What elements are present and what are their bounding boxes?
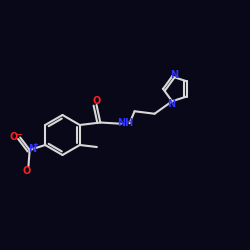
Text: NH: NH bbox=[117, 118, 134, 128]
Text: N: N bbox=[170, 70, 179, 80]
Text: O: O bbox=[22, 166, 30, 176]
Text: −: − bbox=[16, 130, 22, 140]
Text: N: N bbox=[28, 144, 36, 154]
Text: O: O bbox=[92, 96, 101, 106]
Text: +: + bbox=[32, 142, 38, 148]
Text: N: N bbox=[167, 99, 175, 109]
Text: O: O bbox=[10, 132, 18, 142]
